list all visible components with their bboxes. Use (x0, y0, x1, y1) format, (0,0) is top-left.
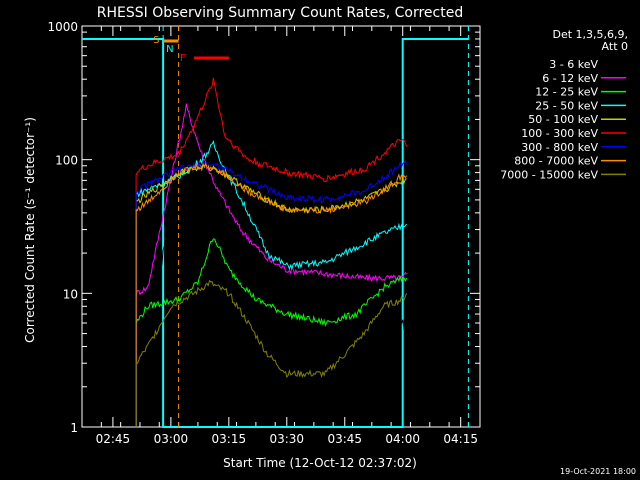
flag-label: S (153, 35, 159, 46)
plot-layer: 1 10 100 1000 02:45 03:00 03:15 03:30 03:45 04:00… (47, 20, 481, 446)
footer-date: 19-Oct-2021 18:00 (560, 467, 636, 476)
series-line (135, 162, 408, 427)
legend-entry-label: 25 - 50 keV (535, 99, 598, 112)
legend-entry-label: 300 - 800 keV (521, 141, 598, 154)
y-axis-label: Corrected Count Rate (s⁻¹ detector⁻¹) (23, 117, 37, 343)
x-axis-label: Start Time (12-Oct-12 02:37:02) (223, 456, 417, 470)
legend-entry-label: 12 - 25 keV (535, 86, 598, 99)
chart-title: RHESSI Observing Summary Count Rates, Co… (97, 5, 463, 21)
x-tick-label: 02:45 (96, 432, 131, 446)
series-line (135, 103, 407, 427)
x-tick-label: 03:15 (212, 432, 247, 446)
attenuator-state-line (82, 38, 469, 428)
y-tick-label: 1000 (47, 20, 78, 34)
series-line (135, 77, 408, 427)
x-tick-label: 03:45 (327, 432, 362, 446)
flag-label: F (180, 53, 186, 64)
x-tick-label: 04:00 (385, 432, 420, 446)
legend-entry-label: 100 - 300 keV (521, 127, 598, 140)
legend-entry-label: 50 - 100 keV (528, 113, 598, 126)
series-line (135, 162, 407, 427)
legend-header: Det 1,3,5,6,9, (552, 28, 628, 41)
x-tick-label: 03:30 (269, 432, 304, 446)
series-line (135, 238, 408, 427)
x-tick-label: 04:15 (443, 432, 478, 446)
legend-entry-label: 6 - 12 keV (542, 72, 598, 85)
series-line (135, 279, 408, 427)
x-tick-label: 03:00 (154, 432, 189, 446)
plot-frame (81, 25, 481, 428)
y-tick-label: 100 (55, 154, 78, 168)
legend-entry-label: 3 - 6 keV (549, 58, 598, 71)
series-line (135, 160, 408, 427)
legend-entry-label: 7000 - 15000 keV (500, 168, 598, 181)
flag-label: N (166, 44, 173, 55)
y-tick-label: 10 (63, 287, 78, 301)
y-tick-label: 1 (70, 421, 78, 435)
series-line (135, 140, 408, 427)
legend-header: Att 0 (602, 40, 628, 53)
legend-entry-label: 800 - 7000 keV (514, 155, 598, 168)
